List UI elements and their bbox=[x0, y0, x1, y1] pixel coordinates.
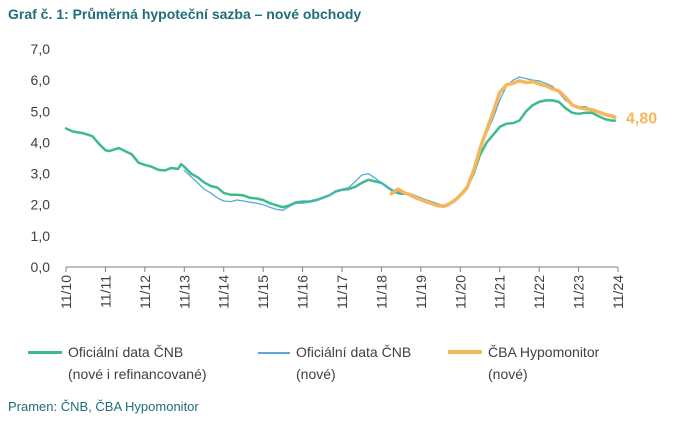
x-tick-label: 11/23 bbox=[571, 275, 587, 309]
legend-label-cnb-new-line1: Oficiální data ČNB bbox=[296, 344, 412, 360]
legend-item-cnb-all: Oficiální data ČNB (nové i refinancované… bbox=[28, 342, 268, 390]
line-chart: 0,0 1,0 2,0 3,0 4,0 5,0 6,0 7,0 11/10 11/11 11/12 1… bbox=[31, 41, 658, 309]
y-tick-label: 5,0 bbox=[31, 103, 51, 119]
legend-swatch-cnb-all bbox=[28, 351, 62, 354]
y-tick-label: 6,0 bbox=[31, 72, 51, 88]
x-tick-label: 11/21 bbox=[492, 275, 508, 309]
x-tick-label: 11/10 bbox=[58, 275, 74, 309]
x-tick-label: 11/19 bbox=[413, 275, 429, 309]
legend-label-cba-line2: (nové) bbox=[488, 366, 528, 382]
legend-label-cnb-all-line1: Oficiální data ČNB bbox=[68, 344, 184, 360]
y-tick-label: 3,0 bbox=[31, 166, 51, 182]
x-tick-label: 11/18 bbox=[373, 275, 389, 309]
y-tick-label: 2,0 bbox=[31, 197, 51, 213]
x-tick-label: 11/13 bbox=[176, 275, 192, 309]
y-tick-label: 0,0 bbox=[31, 259, 51, 275]
x-tick-label: 11/24 bbox=[610, 275, 626, 309]
legend-swatch-cnb-new bbox=[258, 352, 290, 354]
series-line-cnb-all bbox=[64, 99, 617, 209]
x-tick-label: 11/17 bbox=[334, 275, 350, 309]
y-tick-label: 1,0 bbox=[31, 228, 51, 244]
legend-swatch-cba bbox=[448, 350, 482, 354]
y-tick-label: 7,0 bbox=[31, 41, 51, 57]
series-line-cba bbox=[389, 79, 617, 209]
x-tick-label: 11/15 bbox=[255, 275, 271, 309]
x-tick-label: 11/14 bbox=[216, 275, 232, 309]
legend-item-cnb-new: Oficiální data ČNB (nové) bbox=[258, 342, 438, 390]
legend-item-cba: ČBA Hypomonitor (nové) bbox=[448, 342, 658, 390]
x-tick-label: 11/20 bbox=[452, 275, 468, 309]
end-value-label: 4,80 bbox=[626, 111, 657, 128]
legend-label-cnb-all-line2: (nové i refinancované) bbox=[68, 366, 207, 382]
y-tick-label: 4,0 bbox=[31, 134, 51, 150]
chart-title: Graf č. 1: Průměrná hypoteční sazba – no… bbox=[8, 6, 362, 22]
x-tick-label: 11/12 bbox=[137, 275, 153, 309]
x-tick-label: 11/22 bbox=[531, 275, 547, 309]
source-note: Pramen: ČNB, ČBA Hypomonitor bbox=[8, 399, 199, 414]
x-tick-label: 11/16 bbox=[295, 275, 311, 309]
x-tick-label: 11/11 bbox=[97, 275, 113, 308]
legend-label-cnb-new-line2: (nové) bbox=[296, 366, 336, 382]
legend-label-cba-line1: ČBA Hypomonitor bbox=[488, 344, 600, 360]
